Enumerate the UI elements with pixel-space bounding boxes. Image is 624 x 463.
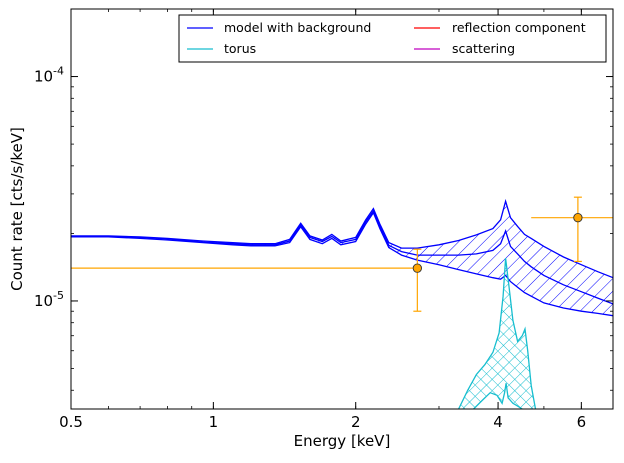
y-tick-label: 10-5 bbox=[34, 289, 64, 310]
legend-label-model: model with background bbox=[224, 20, 371, 35]
series-line-model_mid bbox=[71, 209, 613, 305]
plot-frame bbox=[70, 8, 614, 410]
legend-box bbox=[178, 14, 607, 63]
y-tick-label: 10-4 bbox=[34, 65, 64, 86]
data-point-2 bbox=[531, 196, 613, 263]
legend: model with background reflection compone… bbox=[178, 14, 607, 63]
x-axis-label: Energy [keV] bbox=[294, 432, 391, 450]
axis-ticks bbox=[70, 8, 614, 409]
legend-label-reflection: reflection component bbox=[452, 20, 586, 35]
series-line-model_upper bbox=[71, 198, 613, 279]
legend-label-scattering: scattering bbox=[452, 41, 515, 56]
y-axis-label: Count rate [cts/s/keV] bbox=[8, 127, 26, 291]
data-marker bbox=[573, 213, 583, 223]
series-line-torus_upper bbox=[458, 258, 537, 409]
legend-label-torus: torus bbox=[224, 41, 256, 56]
model-uncertainty-band bbox=[71, 201, 613, 316]
x-tick-label: 4 bbox=[493, 413, 503, 431]
x-tick-label: 6 bbox=[577, 413, 587, 431]
plot-area bbox=[71, 196, 613, 409]
series-line-model_lower bbox=[71, 211, 613, 317]
tick-labels: 0.5 1 2 4 6 10-5 10-4 bbox=[34, 65, 586, 431]
data-marker bbox=[412, 263, 422, 273]
x-tick-label: 2 bbox=[351, 413, 361, 431]
data-point-1 bbox=[71, 248, 422, 312]
x-tick-label: 0.5 bbox=[59, 413, 83, 431]
series-line-torus_lower bbox=[473, 383, 523, 409]
x-tick-label: 1 bbox=[209, 413, 219, 431]
torus-band bbox=[458, 258, 536, 409]
